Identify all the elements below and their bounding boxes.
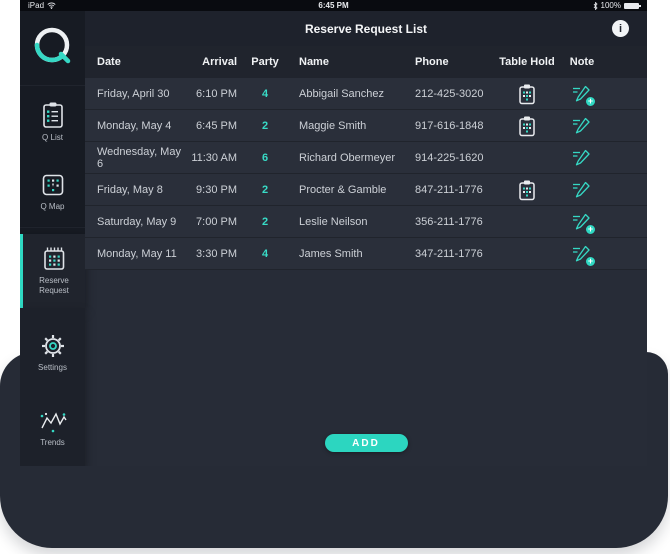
- cell-phone: 347-211-1776: [415, 247, 483, 260]
- clock: 6:45 PM: [318, 1, 349, 10]
- app-header: Reserve Request List i: [85, 11, 647, 46]
- note-edit-icon[interactable]: +: [571, 211, 596, 235]
- trends-chart-icon: [40, 411, 67, 432]
- cell-arrival: 6:10 PM: [196, 87, 237, 100]
- note-edit-icon[interactable]: +: [571, 115, 593, 137]
- cell-arrival: 11:30 AM: [191, 151, 237, 164]
- col-date: Date: [97, 56, 121, 68]
- device-screen: iPad 6:45 PM 100%: [20, 0, 647, 466]
- note-edit-icon[interactable]: +: [571, 147, 593, 169]
- note-edit-icon[interactable]: +: [571, 243, 596, 267]
- sidebar-item-label: Reserve Request: [39, 275, 69, 295]
- bluetooth-icon: [593, 1, 598, 10]
- cell-name: Maggie Smith: [299, 119, 367, 132]
- cell-party: 4: [261, 247, 269, 260]
- cell-phone: 917-616-1848: [415, 119, 484, 132]
- sidebar-item-label: Q Map: [40, 202, 65, 212]
- device-label: iPad: [28, 1, 45, 10]
- battery-icon: [624, 2, 641, 9]
- info-icon[interactable]: i: [612, 20, 629, 37]
- cell-date: Friday, April 30: [97, 87, 170, 100]
- cell-phone: 356-211-1776: [415, 215, 483, 228]
- sidebar-item-label: Trends: [40, 437, 65, 447]
- cell-name: James Smith: [299, 247, 363, 260]
- battery-percent: 100%: [600, 1, 621, 10]
- table-row[interactable]: Monday, May 4 6:45 PM 2 Maggie Smith 917…: [85, 110, 647, 142]
- table-row[interactable]: Friday, May 8 9:30 PM 2 Procter & Gamble…: [85, 174, 647, 206]
- table-row[interactable]: Wednesday, May 6 11:30 AM 6 Richard Ober…: [85, 142, 647, 174]
- cell-date: Friday, May 8: [97, 183, 163, 196]
- note-add-badge[interactable]: +: [585, 255, 596, 267]
- cell-arrival: 7:00 PM: [196, 215, 237, 228]
- cell-name: Abbigail Sanchez: [299, 87, 385, 100]
- sidebar-item-label: Settings: [38, 362, 67, 372]
- table-hold-icon[interactable]: [516, 115, 538, 137]
- sidebar-item-label: Q List: [42, 133, 63, 143]
- note-edit-icon[interactable]: +: [571, 83, 596, 107]
- gear-icon: [41, 334, 64, 357]
- col-party: Party: [251, 56, 279, 68]
- cell-name: Richard Obermeyer: [299, 151, 395, 164]
- cell-party: 2: [261, 119, 269, 132]
- sidebar: Q List Q Map: [20, 11, 85, 466]
- table-header: Date Arrival Party Name Phone Table Hold…: [85, 46, 647, 78]
- table-row[interactable]: Friday, April 30 6:10 PM 4 Abbigail Sanc…: [85, 78, 647, 110]
- q-logo-icon: [34, 27, 70, 64]
- reservation-table: Friday, April 30 6:10 PM 4 Abbigail Sanc…: [85, 78, 647, 270]
- cell-arrival: 3:30 PM: [196, 247, 237, 260]
- page-title: Reserve Request List: [304, 21, 428, 36]
- table-hold-icon[interactable]: [516, 179, 538, 201]
- clipboard-list-icon: [42, 102, 63, 129]
- cell-phone: 914-225-1620: [415, 151, 484, 164]
- col-name: Name: [299, 56, 329, 68]
- app-logo[interactable]: [20, 11, 85, 87]
- cell-date: Monday, May 11: [97, 247, 177, 260]
- cell-date: Saturday, May 9: [97, 215, 177, 228]
- cell-arrival: 9:30 PM: [196, 183, 237, 196]
- sidebar-item-q-map[interactable]: Q Map: [20, 157, 85, 228]
- cell-party: 6: [261, 151, 269, 164]
- cell-name: Leslie Neilson: [299, 215, 368, 228]
- sidebar-item-reserve-request[interactable]: Reserve Request: [20, 233, 85, 308]
- col-arrival: Arrival: [202, 56, 237, 68]
- cell-party: 4: [261, 87, 269, 100]
- col-table-hold: Table Hold: [499, 56, 555, 68]
- calendar-icon: [44, 247, 65, 270]
- status-bar: iPad 6:45 PM 100%: [20, 0, 647, 11]
- sidebar-item-trends[interactable]: Trends: [20, 390, 85, 466]
- sidebar-lower-panel: Settings Trends: [20, 308, 85, 466]
- table-hold-icon[interactable]: [516, 83, 538, 105]
- cell-party: 2: [261, 183, 269, 196]
- cell-arrival: 6:45 PM: [196, 119, 237, 132]
- col-note: Note: [569, 56, 595, 68]
- map-icon: [42, 174, 63, 196]
- wifi-icon: [47, 2, 56, 9]
- note-add-badge[interactable]: +: [585, 95, 596, 107]
- cell-phone: 212-425-3020: [415, 87, 484, 100]
- table-row[interactable]: Saturday, May 9 7:00 PM 2 Leslie Neilson…: [85, 206, 647, 238]
- add-button[interactable]: ADD: [324, 434, 408, 452]
- cell-name: Procter & Gamble: [299, 183, 387, 196]
- col-phone: Phone: [415, 56, 449, 68]
- note-edit-icon[interactable]: +: [571, 179, 593, 201]
- note-add-badge[interactable]: +: [585, 223, 596, 235]
- cell-date: Monday, May 4: [97, 119, 172, 132]
- cell-phone: 847-211-1776: [415, 183, 483, 196]
- table-row[interactable]: Monday, May 11 3:30 PM 4 James Smith 347…: [85, 238, 647, 270]
- main-panel: Reserve Request List i Date Arrival Part…: [85, 11, 647, 466]
- cell-party: 2: [261, 215, 269, 228]
- sidebar-item-q-list[interactable]: Q List: [20, 86, 85, 157]
- sidebar-item-settings[interactable]: Settings: [20, 314, 85, 390]
- cell-date: Wednesday, May 6: [97, 145, 181, 170]
